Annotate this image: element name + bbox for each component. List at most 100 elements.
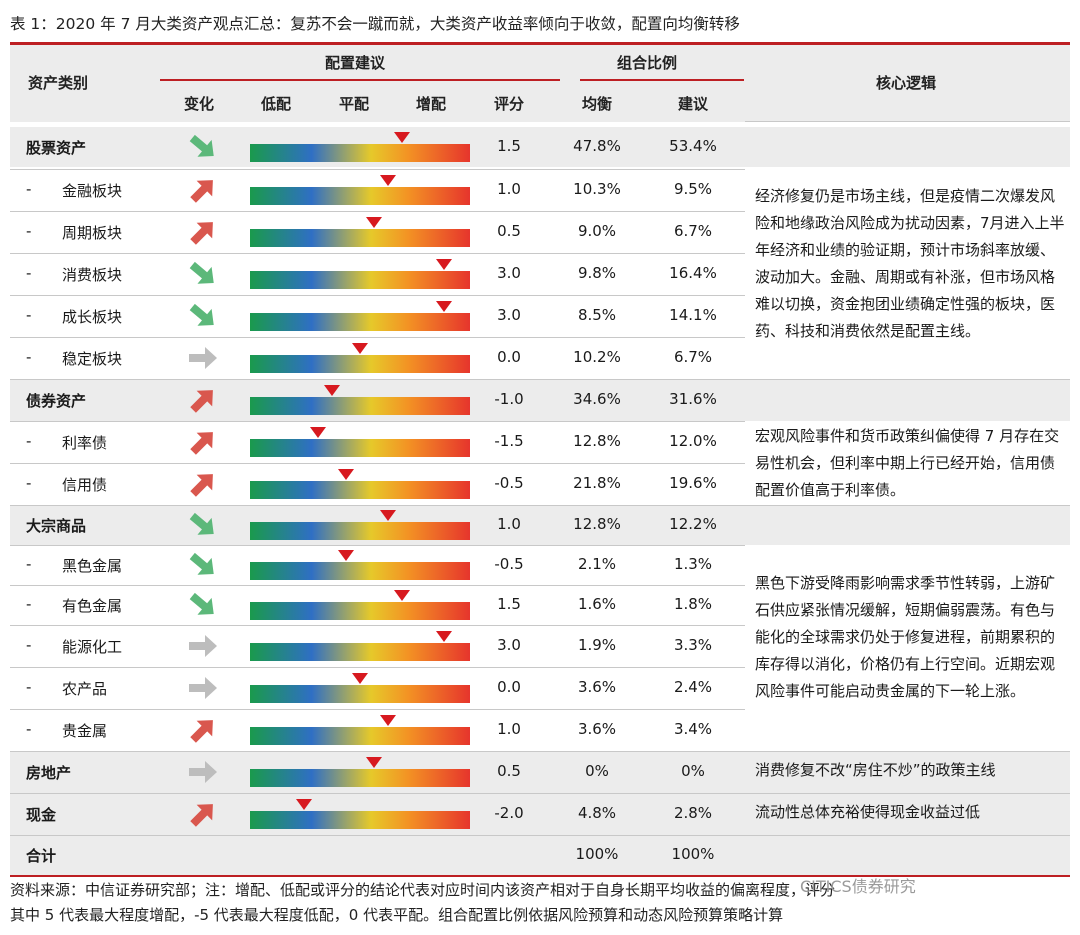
row-separator <box>10 211 745 212</box>
header-core-logic: 核心逻辑 <box>875 74 937 92</box>
score-marker <box>338 469 354 480</box>
header-neutral: 平配 <box>338 95 370 113</box>
row-prefix: - <box>26 222 32 240</box>
row-prefix: - <box>26 306 32 324</box>
header-suggested: 建议 <box>677 95 709 113</box>
source-note-line-2: 其中 5 代表最大程度增配，-5 代表最大程度低配，0 代表平配。组合配置比例依… <box>10 906 784 924</box>
suggested-ratio: 2.8% <box>673 804 713 822</box>
score-value: 0.0 <box>497 678 521 696</box>
balanced-ratio: 8.5% <box>577 306 617 324</box>
row-separator <box>10 835 1070 836</box>
balanced-ratio: 9.0% <box>577 222 617 240</box>
score-bar <box>250 481 470 499</box>
score-value: 1.5 <box>497 595 521 613</box>
watermark: CITICS债券研究 <box>800 877 916 896</box>
asset-name: 成长板块 <box>62 308 123 326</box>
suggested-ratio: 6.7% <box>673 222 713 240</box>
row-separator <box>10 337 745 338</box>
suggested-ratio: 14.1% <box>669 306 717 324</box>
score-value: -0.5 <box>494 474 524 492</box>
score-value: 3.0 <box>497 306 521 324</box>
score-value: 3.0 <box>497 264 521 282</box>
balanced-ratio: 12.8% <box>573 432 621 450</box>
suggested-ratio: 16.4% <box>669 264 717 282</box>
row-separator <box>10 625 745 626</box>
logic-real-estate: 消费修复不改“房住不炒”的政策主线 <box>755 761 996 779</box>
score-bar <box>250 811 470 829</box>
suggested-ratio: 2.4% <box>673 678 713 696</box>
header-portfolio-ratio: 组合比例 <box>616 54 678 72</box>
score-bar <box>250 313 470 331</box>
header-rule-allocation <box>160 79 560 81</box>
balanced-ratio: 3.6% <box>577 720 617 738</box>
score-marker <box>380 510 396 521</box>
balanced-ratio: 10.3% <box>573 180 621 198</box>
row-separator <box>10 751 745 752</box>
header-score: 评分 <box>493 95 525 113</box>
score-value: 1.0 <box>497 180 521 198</box>
down-right-green-icon <box>186 590 220 620</box>
asset-class-name: 大宗商品 <box>26 517 87 535</box>
row-prefix: - <box>26 678 32 696</box>
suggested-ratio: 31.6% <box>669 390 717 408</box>
score-value: 0.0 <box>497 348 521 366</box>
asset-name: 消费板块 <box>62 266 123 284</box>
balanced-ratio: 21.8% <box>573 474 621 492</box>
header-balanced: 均衡 <box>581 95 613 113</box>
asset-name: 利率债 <box>62 434 108 452</box>
suggested-ratio: 1.8% <box>673 595 713 613</box>
asset-name: 黑色金属 <box>62 557 123 575</box>
balanced-ratio: 0% <box>585 762 609 780</box>
bottom-rule <box>10 875 1070 877</box>
row-prefix: - <box>26 595 32 613</box>
asset-name: 能源化工 <box>62 638 123 656</box>
up-right-red-icon <box>186 427 220 457</box>
row-separator <box>10 709 745 710</box>
asset-name: 周期板块 <box>62 224 123 242</box>
score-marker <box>380 715 396 726</box>
logic-separator <box>745 751 1070 752</box>
score-marker <box>366 217 382 228</box>
score-bar <box>250 602 470 620</box>
score-marker <box>338 550 354 561</box>
score-marker <box>436 301 452 312</box>
suggested-ratio: 12.2% <box>669 515 717 533</box>
score-marker <box>296 799 312 810</box>
row-separator <box>10 295 745 296</box>
up-right-red-icon <box>186 175 220 205</box>
suggested-ratio: 12.0% <box>669 432 717 450</box>
total-suggested: 100% <box>671 845 715 863</box>
score-bar <box>250 562 470 580</box>
row-prefix: - <box>26 636 32 654</box>
top-rule <box>10 42 1070 45</box>
asset-name: 信用债 <box>62 476 108 494</box>
row-separator <box>10 793 745 794</box>
score-marker <box>310 427 326 438</box>
down-right-green-icon <box>186 550 220 580</box>
logic-separator <box>745 793 1070 794</box>
logic-separator <box>745 379 1070 380</box>
score-bar <box>250 522 470 540</box>
score-bar <box>250 643 470 661</box>
score-bar <box>250 229 470 247</box>
suggested-ratio: 3.3% <box>673 636 713 654</box>
row-separator <box>10 585 745 586</box>
score-value: 0.5 <box>497 222 521 240</box>
row-prefix: - <box>26 432 32 450</box>
row-separator <box>10 545 745 546</box>
row-prefix: - <box>26 264 32 282</box>
score-value: 1.5 <box>497 137 521 155</box>
right-gray-icon <box>186 631 220 661</box>
suggested-ratio: 9.5% <box>673 180 713 198</box>
asset-class-name: 债券资产 <box>26 392 87 410</box>
row-prefix: - <box>26 180 32 198</box>
score-marker <box>352 343 368 354</box>
row-separator <box>10 253 745 254</box>
total-balanced: 100% <box>575 845 619 863</box>
suggested-ratio: 6.7% <box>673 348 713 366</box>
down-right-green-icon <box>186 259 220 289</box>
suggested-ratio: 1.3% <box>673 555 713 573</box>
balanced-ratio: 1.9% <box>577 636 617 654</box>
asset-name: 农产品 <box>62 680 108 698</box>
total-row-background <box>10 835 1070 875</box>
